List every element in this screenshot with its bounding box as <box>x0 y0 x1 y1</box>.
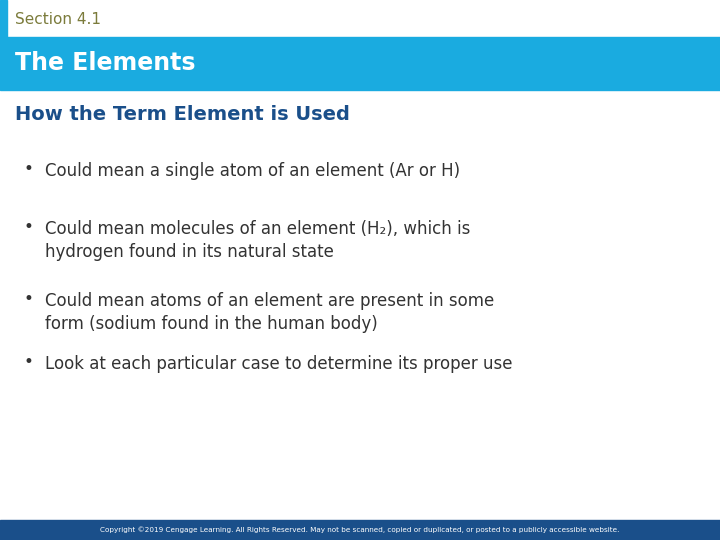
Bar <box>0 37 720 90</box>
Text: How the Term Element is Used: How the Term Element is Used <box>15 105 350 125</box>
Text: •: • <box>23 353 33 371</box>
Text: The Elements: The Elements <box>15 51 196 76</box>
Text: Section 4.1: Section 4.1 <box>15 11 101 26</box>
Text: Could mean atoms of an element are present in some
form (sodium found in the hum: Could mean atoms of an element are prese… <box>45 292 494 333</box>
Text: •: • <box>23 160 33 178</box>
Text: Look at each particular case to determine its proper use: Look at each particular case to determin… <box>45 355 513 373</box>
Text: •: • <box>23 218 33 236</box>
Bar <box>0 0 7 37</box>
Text: Could mean molecules of an element (H₂), which is
hydrogen found in its natural : Could mean molecules of an element (H₂),… <box>45 220 470 261</box>
Text: Copyright ©2019 Cengage Learning. All Rights Reserved. May not be scanned, copie: Copyright ©2019 Cengage Learning. All Ri… <box>100 526 620 534</box>
Bar <box>0 520 720 540</box>
Text: •: • <box>23 290 33 308</box>
Text: Could mean a single atom of an element (Ar or H): Could mean a single atom of an element (… <box>45 162 460 180</box>
